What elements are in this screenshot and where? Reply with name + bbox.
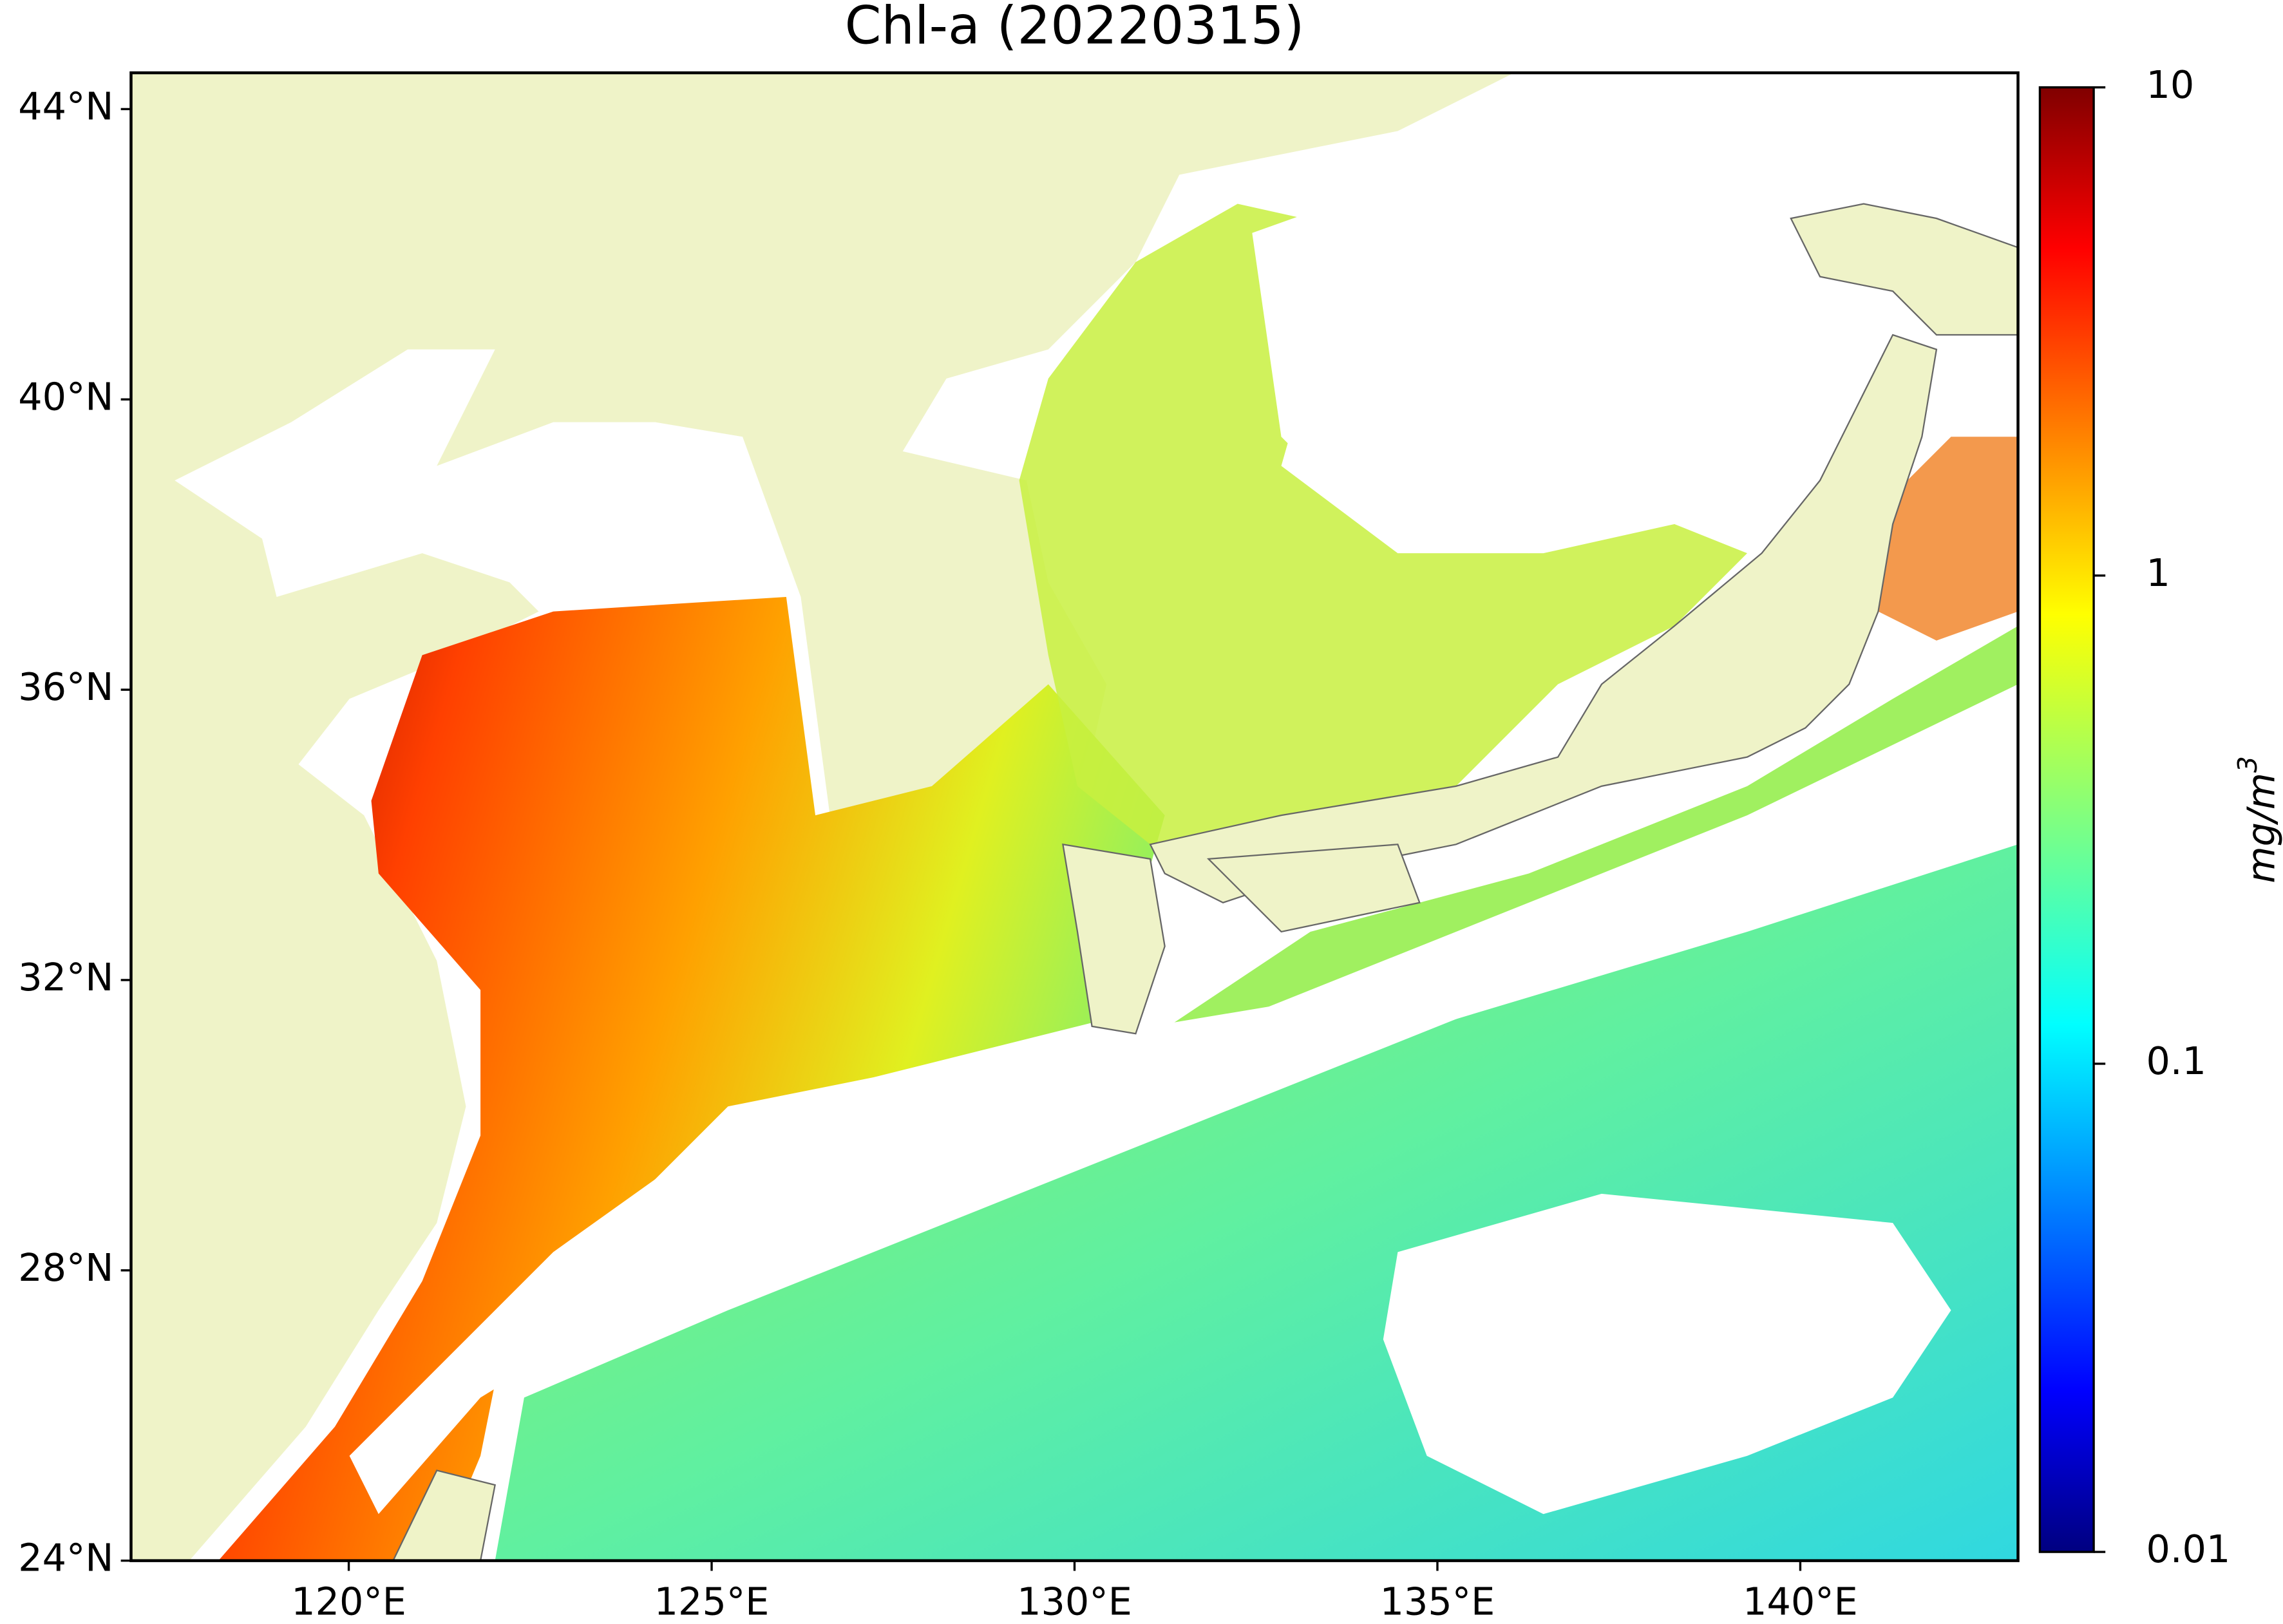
chlorophyll-south-japan bbox=[1135, 626, 2018, 1048]
cloud-north bbox=[1252, 160, 1777, 554]
land-honshu bbox=[1149, 334, 1938, 903]
colorbar-label: mg/m3 bbox=[2232, 756, 2283, 883]
y-tick-label: 24°N bbox=[18, 1536, 113, 1580]
colorbar bbox=[2038, 86, 2095, 1553]
land-taiwan bbox=[392, 1469, 496, 1561]
x-tick-label: 135°E bbox=[1380, 1580, 1495, 1624]
chlorophyll-sea-of-japan bbox=[1019, 203, 1748, 845]
y-tick-label: 44°N bbox=[18, 84, 113, 129]
y-tick-label: 36°N bbox=[18, 665, 113, 709]
y-tick-label: 40°N bbox=[18, 374, 113, 419]
cloud-patch bbox=[1383, 1193, 1951, 1515]
colorbar-label-text: mg/m bbox=[2239, 773, 2283, 883]
land-shikoku bbox=[1206, 844, 1421, 933]
y-tick-label: 32°N bbox=[18, 955, 113, 999]
colorbar-label-sup: 3 bbox=[2232, 756, 2263, 773]
land-kyushu bbox=[1062, 843, 1166, 1035]
chlorophyll-east-china-sea bbox=[218, 596, 1165, 1561]
x-tick-label: 140°E bbox=[1743, 1580, 1858, 1624]
cloud-band bbox=[349, 684, 2018, 1515]
title: Chl-a (20220315) bbox=[845, 0, 1305, 57]
colorbar-tick-label: 1 bbox=[2146, 551, 2170, 595]
x-tick-label: 130°E bbox=[1017, 1580, 1132, 1624]
x-tick-label: 125°E bbox=[654, 1580, 770, 1624]
colorbar-tick-label: 0.1 bbox=[2146, 1039, 2206, 1083]
colorbar-tick-label: 10 bbox=[2146, 62, 2194, 107]
map-area bbox=[131, 73, 2018, 1561]
land-hokkaido bbox=[1790, 203, 2018, 336]
y-tick-label: 28°N bbox=[18, 1245, 113, 1290]
colorbar-tick-label: 0.01 bbox=[2146, 1527, 2230, 1571]
x-tick-label: 120°E bbox=[291, 1580, 406, 1624]
